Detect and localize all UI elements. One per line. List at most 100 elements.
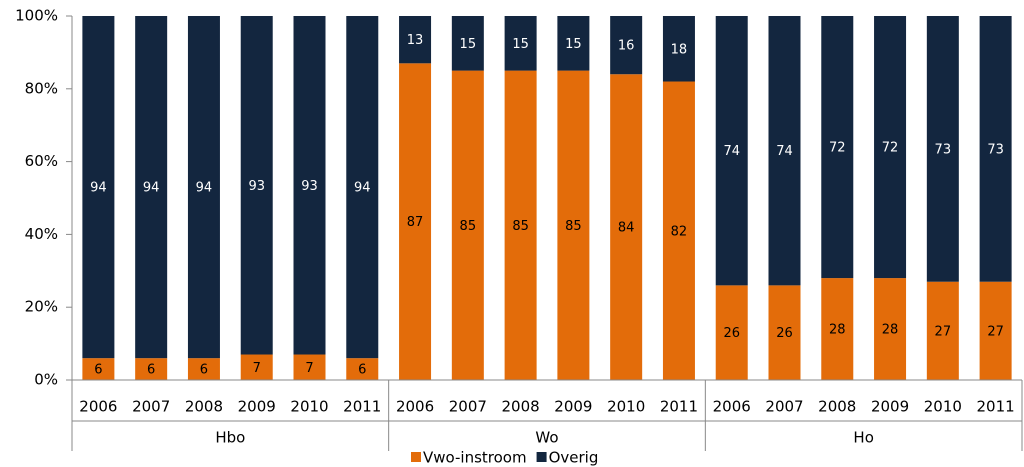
- bar-segment: [557, 70, 590, 380]
- legend-label: Overig: [549, 449, 599, 467]
- bar-segment: [715, 285, 748, 380]
- legend-swatch: [536, 452, 547, 462]
- data-label: 72: [829, 141, 846, 156]
- data-label: 7: [305, 361, 313, 376]
- x-tick-label: 2008: [502, 398, 540, 416]
- data-label: 16: [618, 39, 635, 54]
- bar-segment: [82, 16, 115, 359]
- bar-segment: [979, 281, 1012, 380]
- data-label: 94: [143, 181, 160, 196]
- bar-segment: [821, 16, 854, 279]
- bar-segment: [293, 16, 326, 355]
- data-label: 93: [248, 179, 265, 194]
- bar-segment: [399, 63, 432, 380]
- bar-segment: [293, 354, 326, 380]
- data-label: 26: [776, 326, 793, 341]
- bar-segment: [504, 16, 537, 71]
- group-label: Ho: [853, 429, 873, 447]
- bar-segment: [821, 278, 854, 380]
- group-label: Hbo: [215, 429, 245, 447]
- bar-segment: [610, 74, 643, 381]
- x-tick-label: 2011: [343, 398, 381, 416]
- bar-segment: [768, 16, 801, 286]
- x-tick-label: 2008: [818, 398, 856, 416]
- x-tick-label: 2010: [924, 398, 962, 416]
- y-tick-label: 0%: [34, 371, 58, 389]
- bar-segment: [187, 358, 220, 380]
- y-tick-label: 40%: [25, 225, 58, 243]
- y-tick-label: 60%: [25, 152, 58, 170]
- data-label: 15: [512, 37, 529, 52]
- data-label: 84: [618, 221, 635, 236]
- x-tick-label: 2007: [765, 398, 803, 416]
- bar-segment: [82, 358, 115, 380]
- data-label: 73: [935, 142, 952, 157]
- data-label: 85: [512, 219, 529, 234]
- bar-segment: [451, 70, 484, 380]
- legend-swatch: [411, 452, 421, 462]
- data-label: 94: [354, 181, 371, 196]
- group-label: Wo: [535, 429, 558, 447]
- data-label: 7: [253, 361, 261, 376]
- bar-segment: [610, 16, 643, 75]
- x-tick-label: 2009: [554, 398, 592, 416]
- data-label: 26: [723, 326, 740, 341]
- bar-segment: [240, 354, 273, 380]
- bar-segment: [557, 16, 590, 71]
- x-tick-label: 2010: [290, 398, 328, 416]
- bar-segment: [874, 278, 907, 380]
- bar-segment: [346, 358, 379, 380]
- data-label: 18: [671, 42, 688, 57]
- x-tick-label: 2007: [132, 398, 170, 416]
- x-tick-label: 2011: [977, 398, 1015, 416]
- data-label: 6: [94, 363, 102, 378]
- data-label: 94: [90, 181, 107, 196]
- x-tick-label: 2009: [238, 398, 276, 416]
- bar-segment: [715, 16, 748, 286]
- data-label: 15: [460, 37, 477, 52]
- bar-segment: [662, 81, 695, 381]
- data-label: 27: [935, 324, 952, 339]
- data-label: 73: [987, 142, 1004, 157]
- bar-segment: [926, 281, 959, 380]
- bar-segment: [451, 16, 484, 71]
- bar-segment: [768, 285, 801, 380]
- x-tick-label: 2006: [79, 398, 117, 416]
- data-label: 6: [147, 363, 155, 378]
- x-tick-label: 2009: [871, 398, 909, 416]
- data-label: 28: [882, 323, 899, 338]
- data-label: 85: [460, 219, 477, 234]
- bar-segment: [240, 16, 273, 355]
- bar-segment: [135, 358, 168, 380]
- data-label: 74: [723, 144, 740, 159]
- data-label: 94: [196, 181, 213, 196]
- data-label: 6: [358, 363, 366, 378]
- x-tick-label: 2007: [449, 398, 487, 416]
- data-label: 82: [671, 224, 688, 239]
- data-label: 72: [882, 141, 899, 156]
- bar-segment: [926, 16, 959, 282]
- y-tick-label: 20%: [25, 298, 58, 316]
- data-label: 28: [829, 323, 846, 338]
- data-label: 93: [301, 179, 318, 194]
- x-tick-label: 2006: [713, 398, 751, 416]
- bar-segment: [346, 16, 379, 359]
- y-tick-label: 100%: [15, 7, 58, 25]
- bar-segment: [504, 70, 537, 380]
- data-label: 15: [565, 37, 582, 52]
- data-label: 74: [776, 144, 793, 159]
- bar-segment: [874, 16, 907, 279]
- x-tick-label: 2010: [607, 398, 645, 416]
- bar-segment: [979, 16, 1012, 282]
- x-tick-label: 2006: [396, 398, 434, 416]
- data-label: 27: [987, 324, 1004, 339]
- data-label: 85: [565, 219, 582, 234]
- data-label: 6: [200, 363, 208, 378]
- legend-label: Vwo-instroom: [423, 449, 527, 467]
- y-tick-label: 80%: [25, 79, 58, 97]
- x-tick-label: 2008: [185, 398, 223, 416]
- bar-segment: [135, 16, 168, 359]
- bar-segment: [399, 16, 432, 64]
- bar-segment: [662, 16, 695, 82]
